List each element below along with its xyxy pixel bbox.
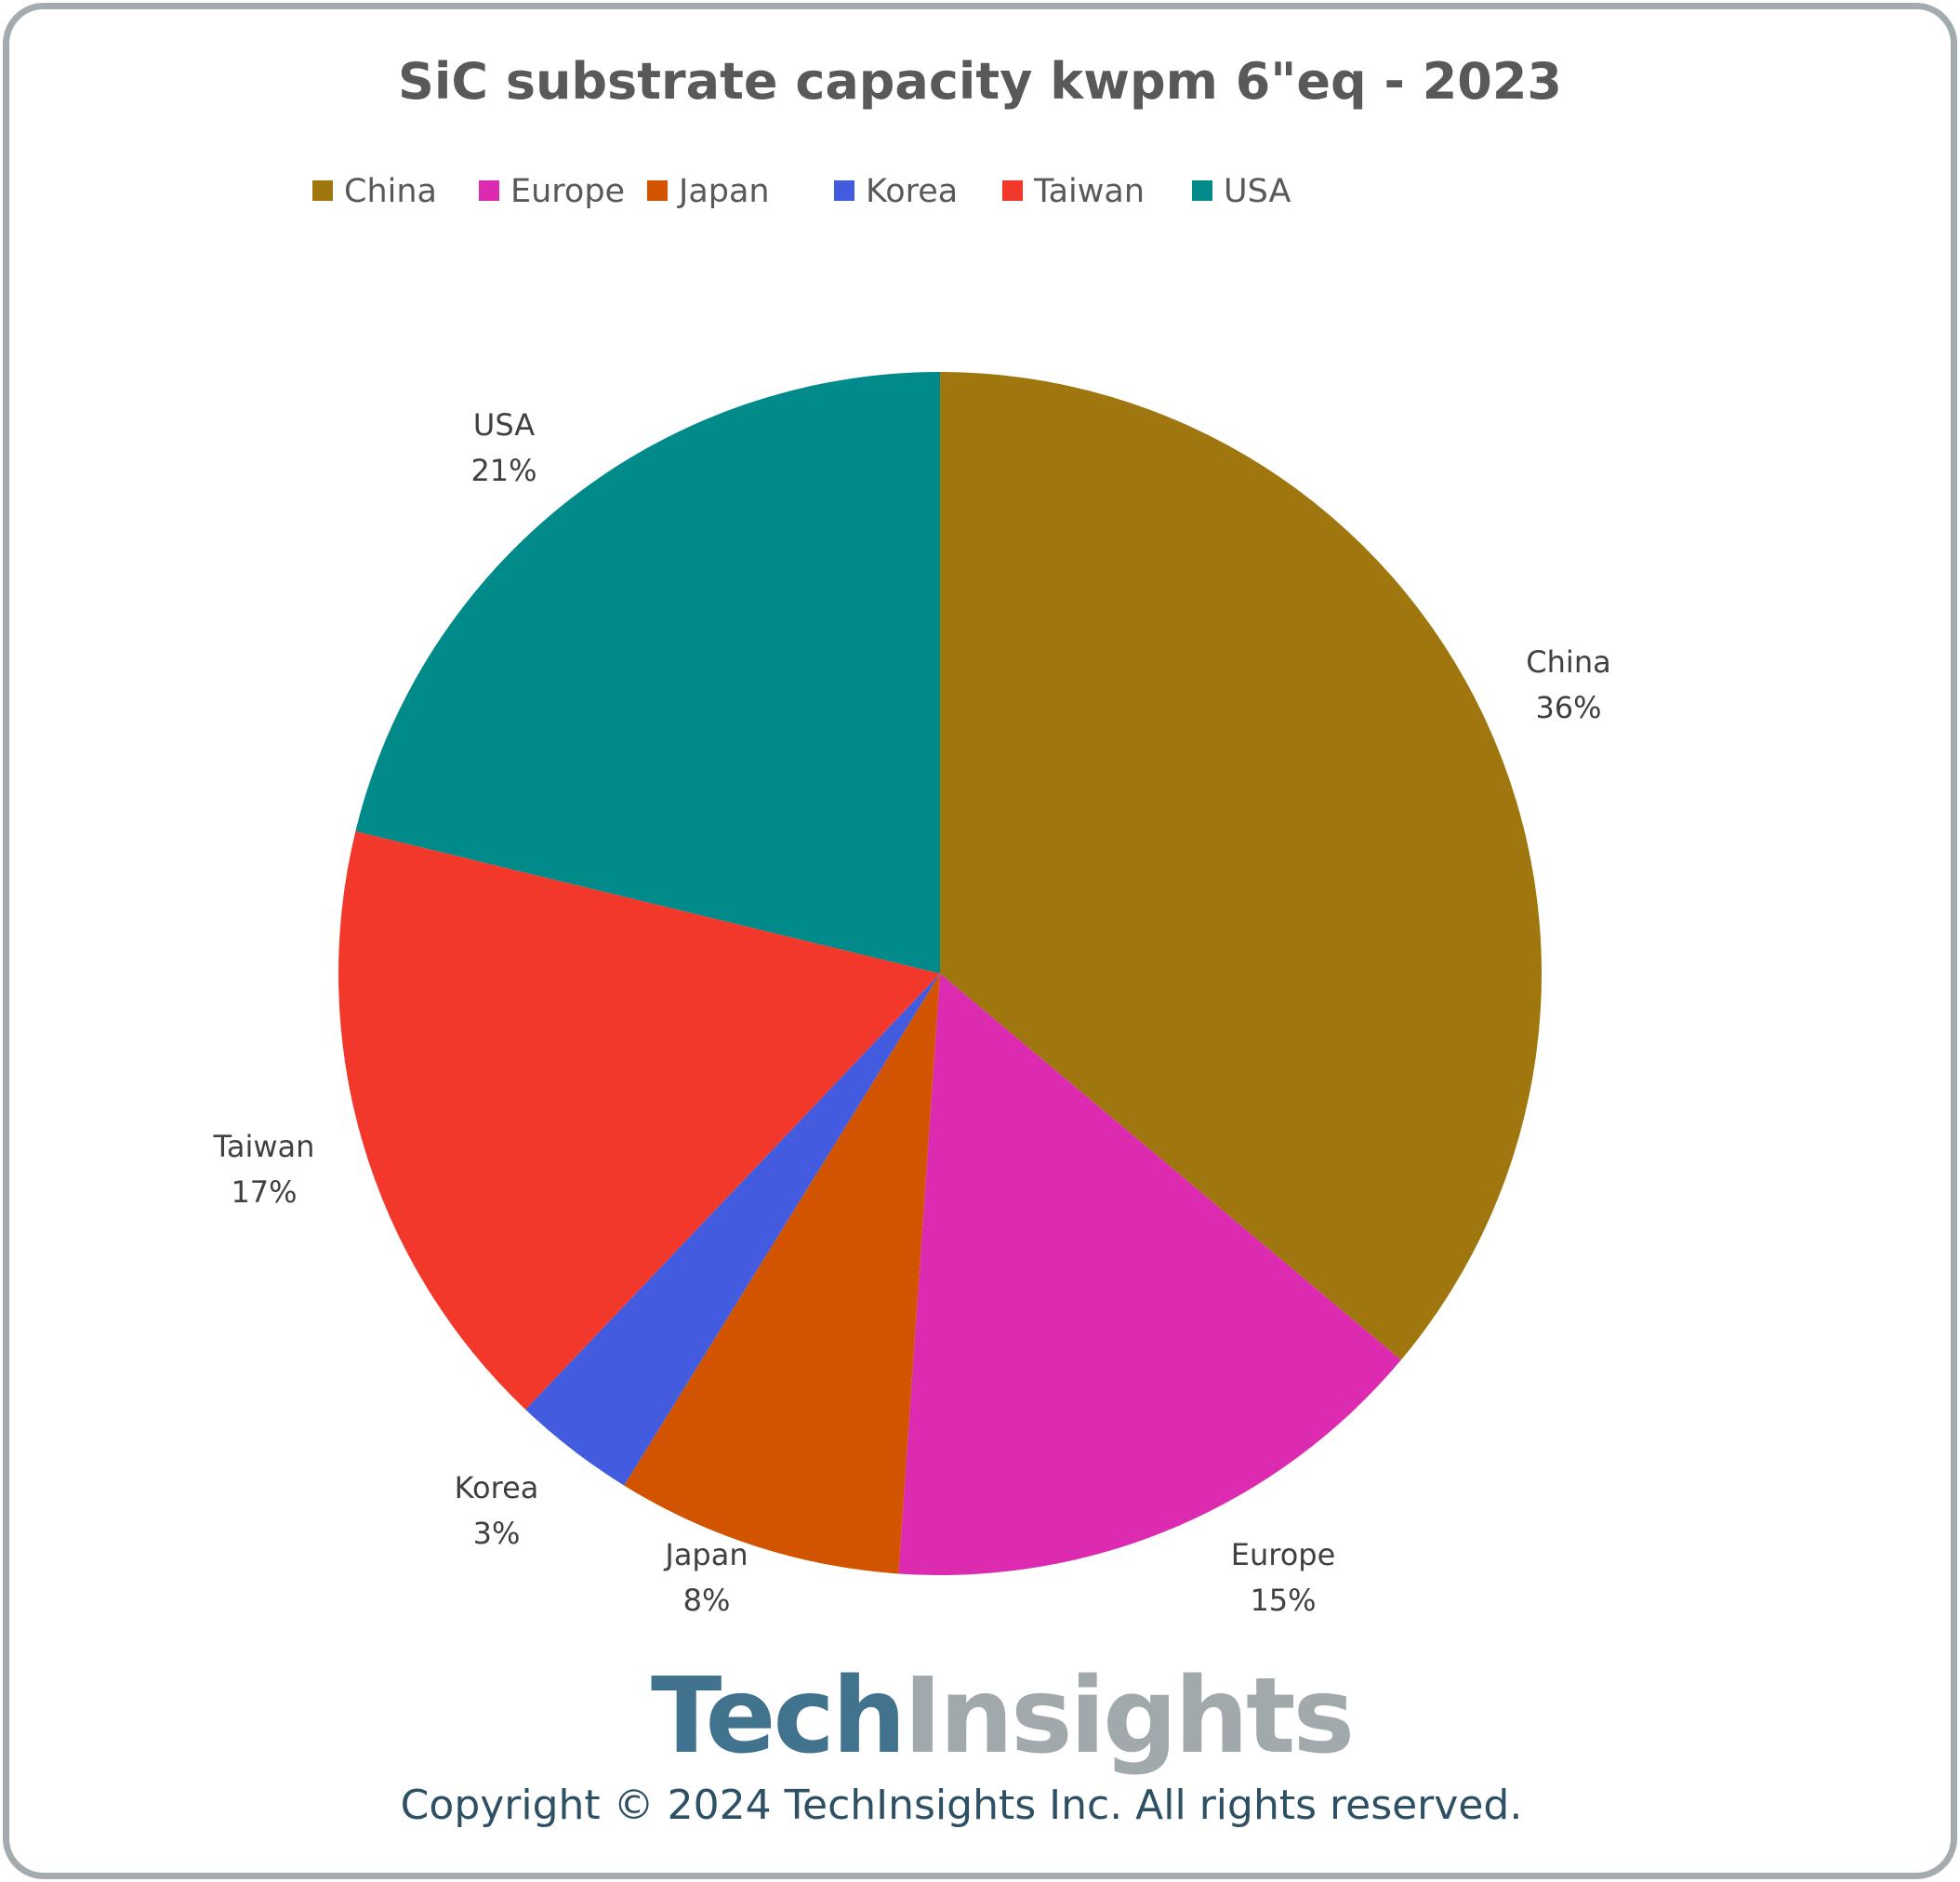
data-label-percent: 36% bbox=[1535, 690, 1601, 725]
legend-label: Korea bbox=[866, 173, 958, 210]
data-label-percent: 15% bbox=[1250, 1583, 1316, 1618]
data-label-name: Korea bbox=[455, 1470, 539, 1505]
data-label-percent: 8% bbox=[683, 1583, 731, 1618]
data-label-name: Europe bbox=[1231, 1537, 1336, 1572]
data-label-percent: 21% bbox=[470, 453, 536, 488]
legend-label: USA bbox=[1224, 173, 1291, 210]
data-label-name: USA bbox=[473, 407, 535, 443]
legend-label: Europe bbox=[510, 173, 625, 210]
copyright-text: Copyright © 2024 TechInsights Inc. All r… bbox=[401, 1782, 1523, 1829]
legend-swatch bbox=[479, 180, 499, 201]
data-label-percent: 17% bbox=[231, 1174, 297, 1210]
slice-taiwan bbox=[338, 830, 940, 1410]
data-label-name: Taiwan bbox=[213, 1129, 315, 1164]
legend-item-usa: USA bbox=[1192, 173, 1291, 210]
legend-swatch bbox=[312, 180, 333, 201]
legend-item-taiwan: Taiwan bbox=[1002, 173, 1145, 210]
data-labels: China 36% Europe 15% Japan 8% Korea 3% Taiwan 17%… bbox=[213, 407, 1611, 1618]
slice-usa bbox=[355, 371, 941, 974]
legend-swatch bbox=[1192, 180, 1212, 201]
chart-title: SiC substrate capacity kwpm 6"eq - 2023 bbox=[398, 52, 1562, 111]
slices bbox=[338, 371, 1542, 1575]
legend-item-korea: Korea bbox=[834, 173, 958, 210]
techinsights-logo: TechInsights bbox=[651, 1656, 1352, 1777]
legend-swatch bbox=[834, 180, 854, 201]
slice-china bbox=[940, 372, 1542, 1360]
data-label-name: China bbox=[1526, 644, 1610, 680]
legend-label: Taiwan bbox=[1033, 173, 1145, 210]
legend-swatch bbox=[1002, 180, 1023, 201]
slice-korea bbox=[525, 974, 940, 1486]
data-label-percent: 3% bbox=[473, 1516, 521, 1551]
data-label-name: Japan bbox=[663, 1537, 748, 1572]
legend-label: China bbox=[344, 173, 437, 210]
legend-item-japan: Japan bbox=[647, 173, 770, 210]
slice-japan bbox=[624, 974, 940, 1574]
legend-label: Japan bbox=[677, 173, 770, 210]
legend-item-china: China bbox=[312, 173, 437, 210]
legend-swatch bbox=[647, 180, 668, 201]
legend-item-europe: Europe bbox=[479, 173, 625, 210]
slice-europe bbox=[898, 974, 1401, 1575]
legend: China Europe Japan Korea Taiwan USA bbox=[312, 173, 1291, 210]
